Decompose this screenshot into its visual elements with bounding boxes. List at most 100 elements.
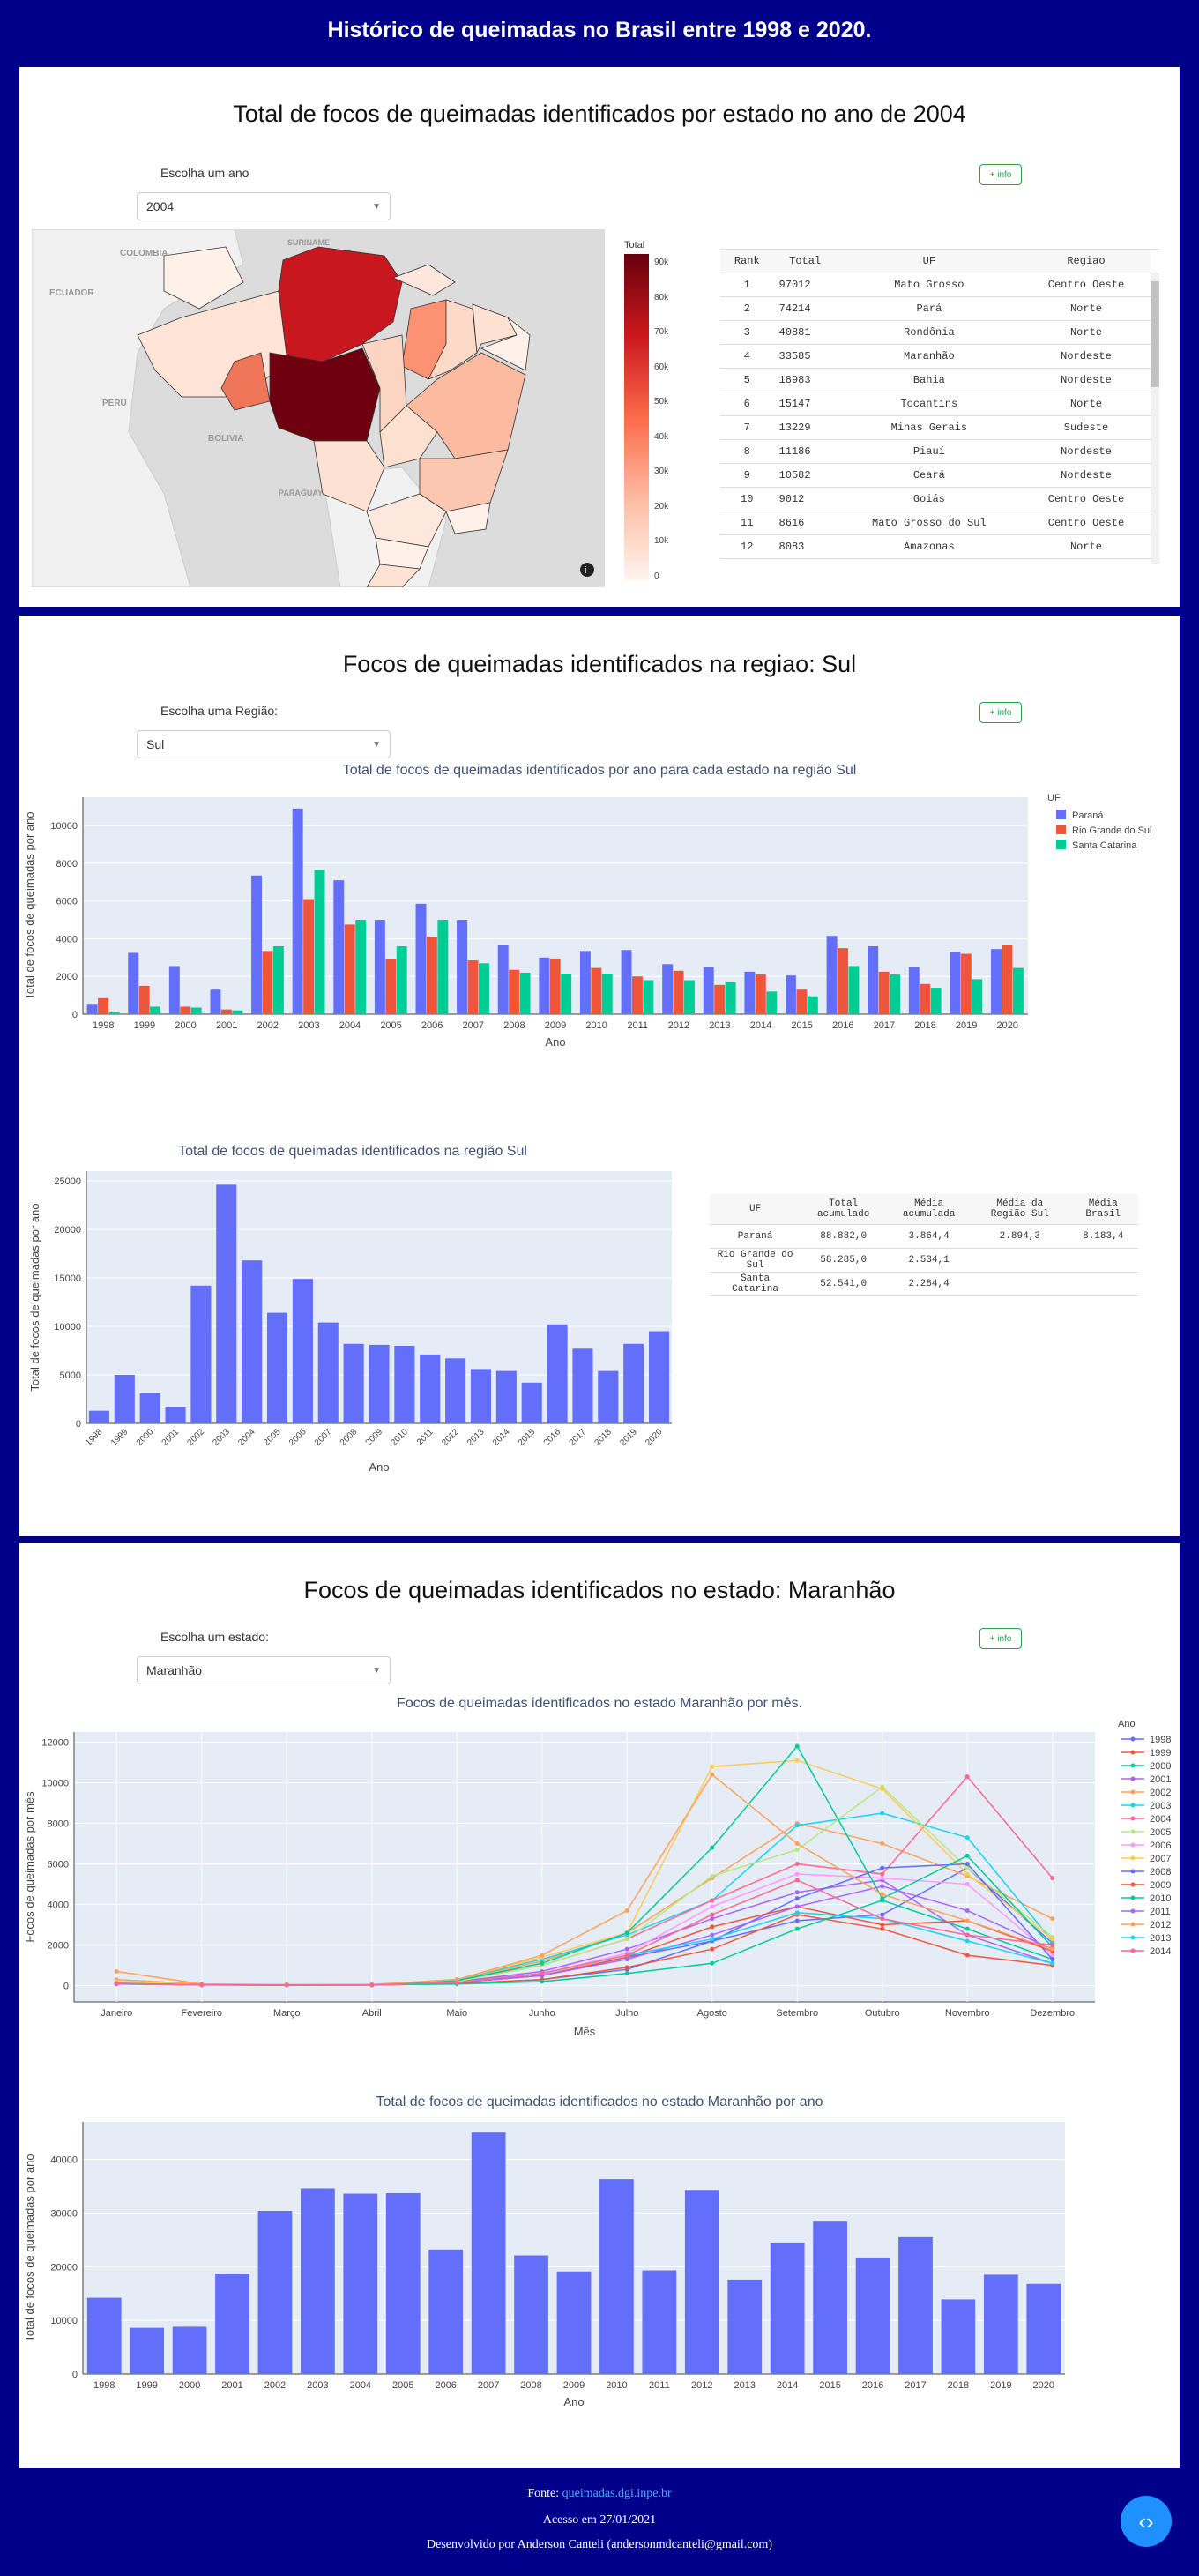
bar[interactable] [87, 1004, 98, 1014]
bar[interactable] [856, 2258, 890, 2374]
data-point[interactable] [285, 1982, 289, 1987]
bar[interactable] [684, 980, 695, 1014]
legend-item[interactable]: Santa Catarina [1072, 840, 1137, 851]
bar[interactable] [520, 973, 531, 1014]
info-icon[interactable] [580, 563, 594, 577]
bar[interactable] [427, 937, 437, 1014]
bar[interactable] [303, 900, 314, 1014]
data-point[interactable] [880, 1896, 884, 1900]
legend-item[interactable]: 2007 [1150, 1854, 1171, 1864]
bar[interactable] [827, 936, 838, 1014]
data-point[interactable] [710, 1913, 714, 1917]
data-point[interactable] [880, 1923, 884, 1927]
data-point[interactable] [965, 1854, 970, 1858]
bar[interactable] [704, 967, 714, 1014]
bar[interactable] [984, 2274, 1018, 2374]
legend-item[interactable]: 2005 [1150, 1827, 1171, 1838]
bar[interactable] [580, 951, 591, 1014]
bar[interactable] [251, 876, 262, 1014]
legend-item[interactable]: 2008 [1150, 1867, 1171, 1878]
bar[interactable] [165, 1407, 185, 1423]
bar[interactable] [191, 1008, 202, 1014]
bar[interactable] [522, 1383, 542, 1423]
bar[interactable] [437, 920, 448, 1014]
data-point[interactable] [880, 1893, 884, 1897]
bar[interactable] [602, 974, 613, 1014]
bar[interactable] [258, 2211, 293, 2374]
bar[interactable] [643, 980, 653, 1014]
bar[interactable] [942, 2299, 976, 2374]
bar[interactable] [267, 1313, 287, 1423]
bar[interactable] [813, 2221, 847, 2374]
bar[interactable] [318, 1323, 339, 1423]
bar[interactable] [632, 976, 643, 1014]
data-point[interactable] [965, 1774, 970, 1779]
legend-swatch[interactable] [1056, 810, 1066, 819]
data-point[interactable] [795, 1841, 800, 1846]
data-point[interactable] [795, 1890, 800, 1894]
bar[interactable] [472, 2132, 506, 2374]
data-point[interactable] [795, 1896, 800, 1900]
data-point[interactable] [710, 1898, 714, 1902]
bar[interactable] [838, 948, 848, 1014]
data-point[interactable] [1050, 1937, 1054, 1941]
data-point[interactable] [1050, 1961, 1054, 1966]
bar[interactable] [561, 974, 571, 1014]
data-point[interactable] [965, 1908, 970, 1913]
data-point[interactable] [795, 1862, 800, 1866]
bar[interactable] [216, 1184, 236, 1423]
bar[interactable] [961, 954, 972, 1014]
bar[interactable] [642, 2271, 676, 2374]
bar[interactable] [115, 1375, 135, 1423]
bar[interactable] [848, 966, 859, 1014]
data-point[interactable] [1050, 1957, 1054, 1961]
bar[interactable] [293, 809, 303, 1014]
bar[interactable] [600, 2179, 634, 2374]
bar[interactable] [344, 1344, 364, 1423]
bar[interactable] [598, 1371, 618, 1423]
state-monthly-line-chart[interactable]: 0 2000 4000 6000 8000 10000 12000 Focos de quei… [19, 1691, 1180, 2062]
data-point[interactable] [795, 1848, 800, 1852]
bar[interactable] [727, 2280, 762, 2374]
bar[interactable] [471, 1369, 491, 1423]
data-point[interactable] [880, 1913, 884, 1917]
bar[interactable] [479, 963, 489, 1014]
bar[interactable] [498, 945, 509, 1014]
data-point[interactable] [540, 1971, 544, 1975]
data-point[interactable] [115, 1982, 119, 1986]
data-point[interactable] [795, 1904, 800, 1908]
bar[interactable] [623, 1344, 644, 1423]
bar[interactable] [496, 1371, 517, 1423]
legend-item[interactable]: 2003 [1150, 1801, 1171, 1811]
data-point[interactable] [1050, 1943, 1054, 1947]
bar[interactable] [87, 2298, 122, 2374]
bar[interactable] [210, 989, 220, 1014]
bar[interactable] [293, 1279, 313, 1423]
bar[interactable] [173, 2326, 207, 2374]
bar[interactable] [514, 2256, 548, 2374]
bar[interactable] [756, 974, 766, 1014]
data-point[interactable] [965, 1862, 970, 1866]
bar[interactable] [397, 946, 407, 1014]
bar[interactable] [796, 989, 807, 1014]
bar[interactable] [509, 970, 519, 1014]
data-point[interactable] [795, 1910, 800, 1915]
bar[interactable] [1002, 945, 1012, 1014]
region-dropdown[interactable]: Sul ▼ [137, 730, 391, 758]
bar[interactable] [263, 951, 273, 1014]
bar[interactable] [150, 1006, 160, 1014]
data-point[interactable] [965, 1927, 970, 1931]
legend-item[interactable]: 2001 [1150, 1774, 1171, 1785]
data-point[interactable] [625, 1965, 629, 1969]
data-point[interactable] [710, 1924, 714, 1929]
data-point[interactable] [880, 1876, 884, 1880]
data-point[interactable] [965, 1953, 970, 1958]
rank-table-container[interactable]: Rank Total UF Regiao 1 97012 Mato Grosso Centr… [720, 249, 1159, 565]
bar[interactable] [180, 1006, 190, 1014]
bar[interactable] [232, 1011, 242, 1014]
data-point[interactable] [965, 1938, 970, 1943]
bar[interactable] [169, 966, 180, 1014]
bar[interactable] [726, 982, 736, 1014]
bar[interactable] [385, 959, 396, 1014]
bar[interactable] [98, 998, 108, 1014]
